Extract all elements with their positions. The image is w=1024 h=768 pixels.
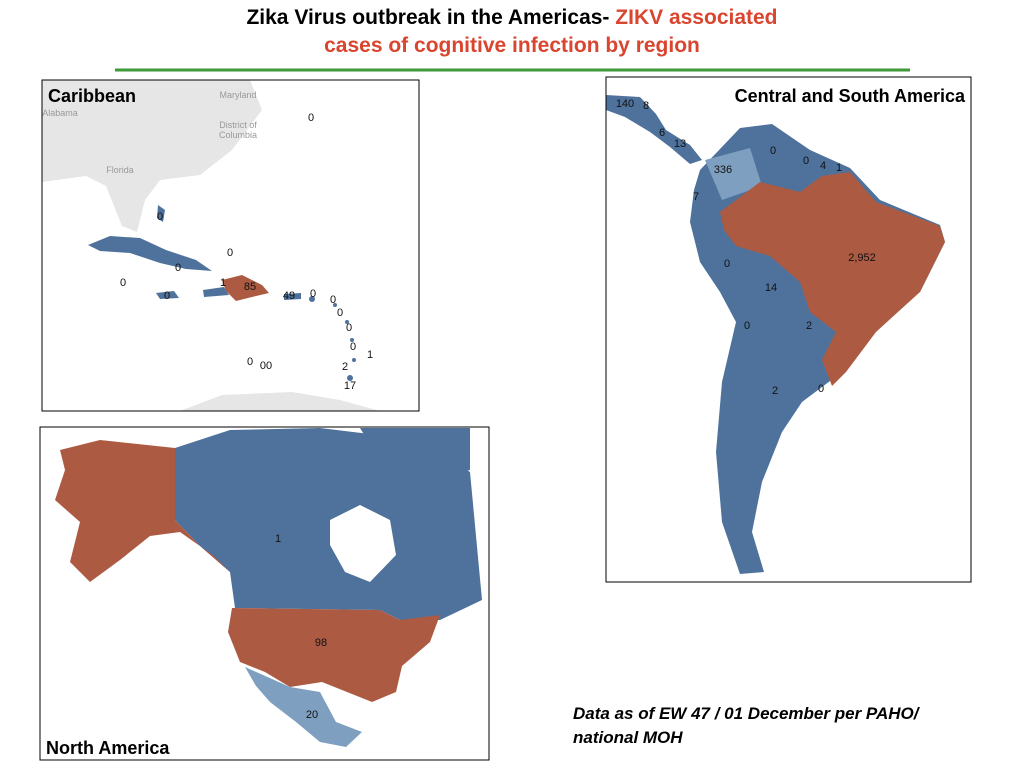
case-label: 4 [820, 160, 826, 172]
case-label: 2,952 [848, 252, 876, 264]
place-label: Maryland [219, 90, 256, 100]
brazil [720, 172, 945, 386]
case-label: 00 [260, 360, 272, 372]
case-label: 140 [616, 98, 634, 110]
slide-title: Zika Virus outbreak in the Americas- ZIK… [246, 6, 777, 29]
case-label: 0 [818, 383, 824, 395]
dominican-region [222, 275, 269, 301]
case-label: 20 [306, 709, 318, 721]
case-label: 0 [120, 277, 126, 289]
case-label: 1 [275, 533, 281, 545]
alaska [55, 440, 230, 582]
island [345, 320, 349, 324]
case-label: 1 [836, 162, 842, 174]
haiti [203, 287, 229, 297]
case-label: 0 [346, 322, 352, 334]
case-label: 0 [337, 307, 343, 319]
case-label: 7 [693, 191, 699, 203]
island [309, 296, 315, 302]
land [180, 392, 380, 411]
case-label: 98 [315, 637, 327, 649]
case-label: 8 [643, 100, 649, 112]
bahamas [157, 205, 165, 222]
north-america-map: 1 98 20 [40, 427, 489, 760]
venezuela [705, 148, 762, 200]
case-label: 2 [806, 320, 812, 332]
case-label: 336 [714, 164, 732, 176]
island [333, 303, 337, 307]
panel-frame [41, 79, 420, 412]
case-label: 0 [308, 112, 314, 124]
place-label: Florida [106, 165, 134, 175]
case-label: 49 [283, 290, 295, 302]
case-label: 0 [247, 356, 253, 368]
panel-frame [605, 76, 972, 583]
footer-note: Data as of EW 47 / 01 December per PAHO/ [573, 704, 921, 723]
case-label: 1 [220, 277, 226, 289]
title-line2: cases of cognitive infection by region [324, 34, 700, 57]
panel-title: Caribbean [48, 86, 136, 106]
mexico [245, 667, 362, 747]
case-label: 0 [157, 211, 163, 223]
case-label: 6 [659, 127, 665, 139]
hudson-bay [330, 505, 396, 582]
case-labels: 1 98 20 [275, 533, 327, 721]
puerto-rico [284, 293, 301, 300]
island [347, 375, 353, 381]
panel-title: North America [46, 738, 170, 758]
place-label: District of [219, 120, 257, 130]
case-label: 0 [770, 145, 776, 157]
case-label: 1 [367, 349, 373, 361]
case-label: 0 [175, 262, 181, 274]
cuba [88, 236, 212, 271]
united-states [228, 608, 440, 702]
case-label: 0 [310, 288, 316, 300]
case-label: 0 [227, 247, 233, 259]
case-label: 0 [724, 258, 730, 270]
case-label: 0 [350, 341, 356, 353]
canada [175, 428, 482, 620]
case-label: 2 [342, 361, 348, 373]
central-america [606, 95, 702, 164]
case-label: 0 [330, 294, 336, 306]
case-label: 0 [164, 290, 170, 302]
case-label: 0 [744, 320, 750, 332]
footer-note: national MOH [573, 728, 683, 747]
jamaica [156, 291, 179, 299]
case-label: 85 [244, 281, 256, 293]
case-label: 0 [803, 155, 809, 167]
panel-frame [39, 426, 490, 761]
title-line1: Zika Virus outbreak in the Americas- [246, 6, 609, 29]
title-highlight: ZIKV associated [615, 6, 777, 29]
island [352, 358, 356, 362]
panel-title: Central and South America [735, 86, 966, 106]
case-label: 13 [674, 138, 686, 150]
case-label: 2 [772, 385, 778, 397]
case-label: 14 [765, 282, 777, 294]
place-label: Alabama [42, 108, 78, 118]
place-label: Columbia [219, 130, 257, 140]
land [42, 80, 262, 232]
island [350, 338, 354, 342]
caribbean-map: Maryland District of Columbia Alabama Fl… [42, 80, 419, 411]
case-label: 17 [344, 380, 356, 392]
